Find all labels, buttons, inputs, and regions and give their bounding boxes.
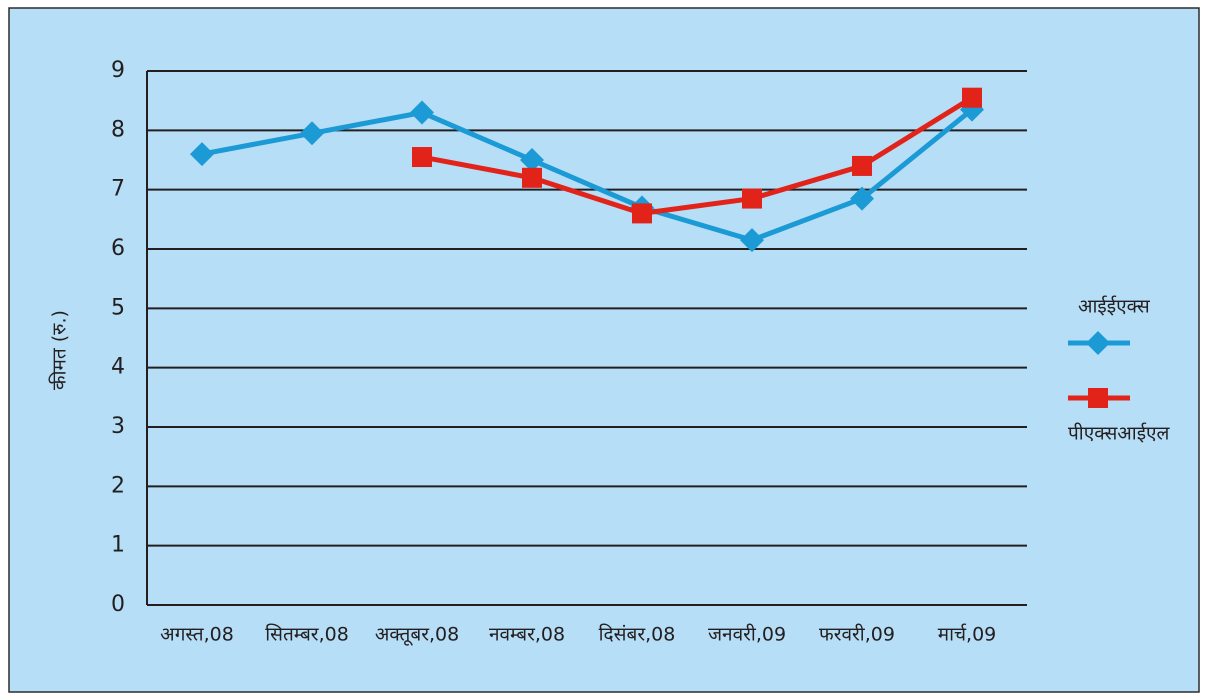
x-tick-label: फरवरी,09 [819, 623, 895, 646]
chart-background [8, 7, 1200, 693]
y-tick-label: 6 [111, 236, 125, 261]
legend-label: आईईएक्स [1078, 295, 1151, 318]
y-tick-label: 7 [111, 177, 125, 202]
y-tick-label: 2 [111, 473, 125, 498]
marker [410, 100, 434, 125]
x-tick-label: जनवरी,09 [708, 623, 786, 646]
x-tick-label: अगस्त,08 [160, 624, 234, 646]
y-tick-label: 4 [111, 355, 125, 380]
marker [962, 87, 982, 108]
marker [1086, 331, 1110, 355]
line [421, 95, 974, 216]
x-tick-label: अक्तूबर,08 [375, 624, 459, 647]
marker [740, 228, 764, 253]
line [201, 107, 974, 243]
y-tick-label: 8 [111, 117, 125, 142]
marker [190, 142, 214, 167]
marker [742, 188, 762, 209]
x-tick-label: सितम्बर,08 [265, 623, 349, 646]
y-tick-label: 1 [111, 533, 125, 558]
marker [1088, 388, 1108, 408]
y-axis-label: कीमत (रु.) [48, 310, 71, 390]
legend-label: पीएक्सआईएल [1068, 422, 1171, 445]
marker [522, 167, 542, 188]
marker [412, 147, 432, 168]
marker [632, 203, 652, 224]
x-tick-label: मार्च,09 [938, 623, 997, 646]
marker [520, 148, 544, 172]
y-tick-label: 3 [111, 414, 125, 439]
marker [852, 155, 872, 176]
y-tick-label: 0 [111, 592, 125, 617]
x-tick-label: नवम्बर,08 [489, 624, 565, 646]
y-tick-label: 9 [111, 58, 125, 83]
marker [850, 186, 874, 211]
marker [300, 121, 324, 146]
x-tick-label: दिसंबर,08 [599, 623, 676, 646]
y-tick-label: 5 [111, 295, 125, 320]
